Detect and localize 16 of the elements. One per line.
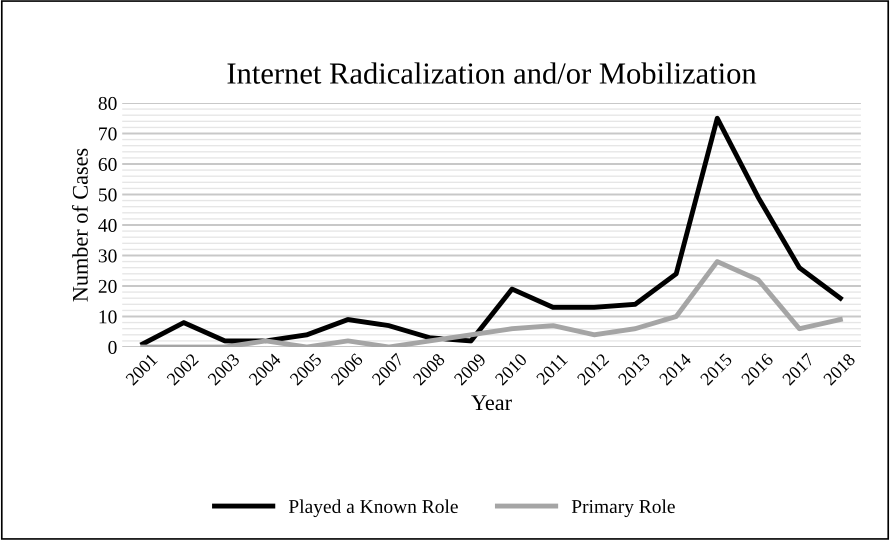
y-tick-label: 10 [100,310,117,324]
y-tick-label: 30 [98,249,117,262]
line-series [140,259,843,347]
y-tick-label: 80 [98,96,117,110]
line-series [140,116,843,346]
legend-label: Played a Known Role [288,499,458,518]
legend-label: Primary Role [572,499,675,518]
chart-title: Internet Radicalization and/or Mobilization [227,62,756,84]
y-tick-label: 20 [98,280,117,293]
y-tick-label: 60 [98,158,117,171]
y-tick-label: 70 [99,127,117,140]
y-tick-label: 40 [98,218,117,232]
y-tick-label: 50 [99,188,117,202]
x-axis-title: Year [471,395,512,410]
y-axis-title: Number of Cases [72,148,88,302]
y-tick-label: 0 [108,340,117,354]
